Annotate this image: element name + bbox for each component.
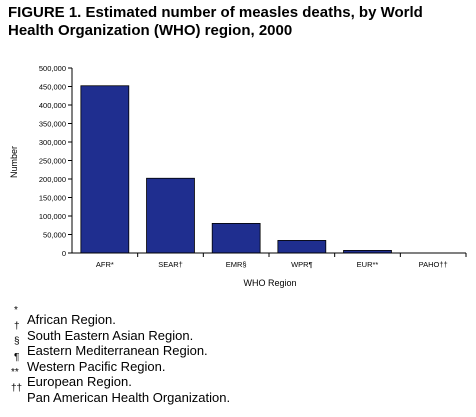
x-tick-label: AFR* [96, 260, 114, 269]
bars [80, 85, 392, 254]
x-tick-label: EUR** [357, 260, 379, 269]
y-tick-label: 500,000 [39, 64, 66, 73]
bar-chart: 0 50,000 100,000 150,000 200,000 250,000 300,0… [9, 64, 467, 288]
y-tick-label: 450,000 [39, 83, 66, 92]
bar [211, 222, 261, 254]
footnote: †† Pan American Health Organization. [11, 383, 231, 406]
footnote-mark: ** [11, 367, 19, 378]
x-axis-label: WHO Region [243, 278, 296, 288]
footnote-mark: †† [11, 382, 23, 394]
bar [277, 240, 327, 254]
footnote: * African Region. [14, 306, 230, 328]
footnote-mark: † [14, 320, 20, 332]
x-axis: AFR* SEAR† EMR§ WPR¶ EUR** PAHO†† [72, 252, 467, 269]
footnote-text: Western Pacific Region. [27, 358, 166, 374]
y-tick-label: 300,000 [39, 138, 66, 147]
y-tick-label: 150,000 [39, 194, 66, 203]
footnote-mark: ¶ [14, 351, 20, 363]
y-tick-label: 0 [62, 249, 66, 258]
footnote-text: Pan American Health Organization. [27, 389, 231, 405]
y-tick-label: 50,000 [43, 231, 66, 240]
y-axis-label: Number [9, 146, 19, 178]
x-tick-label: EMR§ [226, 260, 247, 269]
footnote-text: European Region. [27, 374, 132, 389]
footnote: ** European Region. [11, 368, 230, 390]
footnotes: * African Region. † South Eastern Asian Re… [11, 306, 231, 406]
footnote: ¶ Western Pacific Region. [14, 352, 230, 375]
figure-title: FIGURE 1. Estimated number of measles de… [8, 4, 423, 39]
x-tick-label: PAHO†† [419, 260, 448, 269]
bar [146, 177, 195, 254]
y-tick-label: 350,000 [39, 120, 66, 129]
footnote-text: African Region. [27, 312, 116, 327]
bar [80, 85, 130, 254]
y-tick-label: 200,000 [39, 175, 66, 184]
y-tick-label: 100,000 [39, 212, 66, 221]
y-axis: 0 50,000 100,000 150,000 200,000 250,000 300,0… [39, 64, 73, 258]
footnote-mark: * [14, 305, 18, 316]
x-tick-label: WPR¶ [291, 260, 313, 269]
x-tick-label: SEAR† [158, 260, 183, 269]
footnote-mark: § [14, 336, 20, 347]
footnote-text: South Eastern Asian Region. [27, 327, 194, 343]
footnote-text: Eastern Mediterranean Region. [27, 343, 208, 358]
footnote: § Eastern Mediterranean Region. [14, 337, 230, 359]
y-tick-label: 400,000 [39, 101, 66, 110]
footnote: † South Eastern Asian Region. [14, 321, 230, 344]
y-tick-label: 250,000 [39, 157, 66, 166]
